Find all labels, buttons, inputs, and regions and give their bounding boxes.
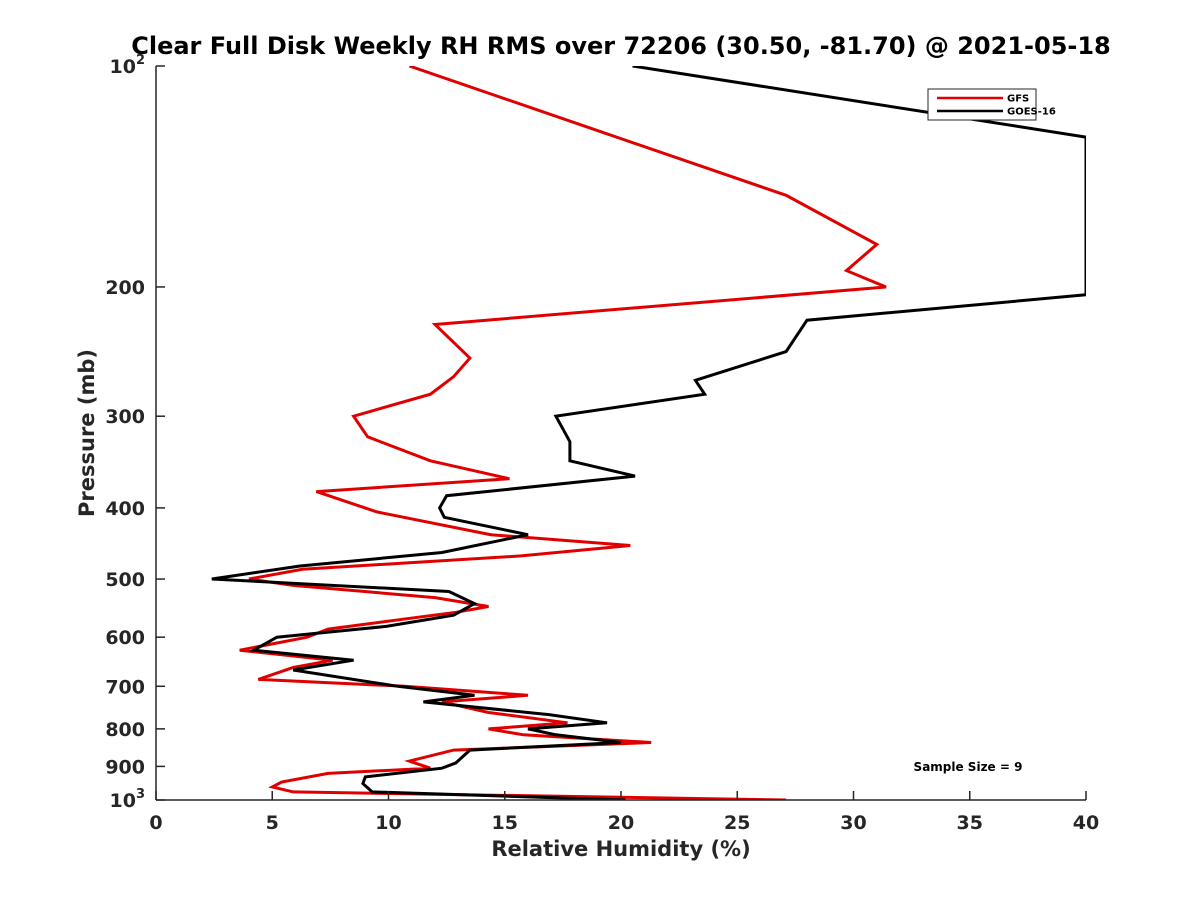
series-line-goes16	[211, 66, 1086, 800]
y-axis-label: Pressure (mb)	[75, 349, 99, 517]
y-tick-label: 102	[110, 53, 146, 78]
x-tick-label: 40	[1073, 812, 1099, 834]
chart-title: Clear Full Disk Weekly RH RMS over 72206…	[131, 32, 1111, 60]
y-tick-label: 800	[105, 719, 145, 741]
y-tick-label: 500	[105, 569, 145, 591]
legend: GFS GOES-16	[927, 88, 1056, 121]
x-tick-label: 15	[492, 812, 518, 834]
legend-label-gfs: GFS	[1007, 94, 1029, 105]
y-tick-label: 600	[105, 627, 145, 649]
y-tick-label: 200	[105, 277, 145, 299]
x-tick-label: 30	[840, 812, 866, 834]
x-tick-label: 20	[608, 812, 634, 834]
axes-background	[156, 66, 1086, 800]
series-layer	[211, 66, 1086, 800]
x-tick-label: 0	[149, 812, 162, 834]
x-tick-label: 10	[375, 812, 401, 834]
x-tick-label: 25	[724, 812, 750, 834]
y-tick-label: 400	[105, 498, 145, 520]
y-ticks: 102 200 300 400 500 600 700 800 900 103	[105, 53, 165, 812]
x-tick-label: 5	[266, 812, 279, 834]
legend-label-goes16: GOES-16	[1007, 107, 1056, 118]
x-tick-label: 35	[957, 812, 983, 834]
y-tick-label: 103	[110, 787, 146, 812]
legend-box	[927, 88, 1037, 121]
y-tick-label: 900	[105, 756, 145, 778]
y-tick-label: 700	[105, 676, 145, 698]
plot-area: 0 5 10 15 20 25 30 35 40 102 200 300 400 500 600 700 80…	[105, 53, 1099, 834]
sample-size-annotation: Sample Size = 9	[914, 760, 1023, 774]
y-tick-label: 300	[105, 406, 145, 428]
x-ticks: 0 5 10 15 20 25 30 35 40	[149, 791, 1099, 834]
x-axis-label: Relative Humidity (%)	[491, 837, 750, 861]
